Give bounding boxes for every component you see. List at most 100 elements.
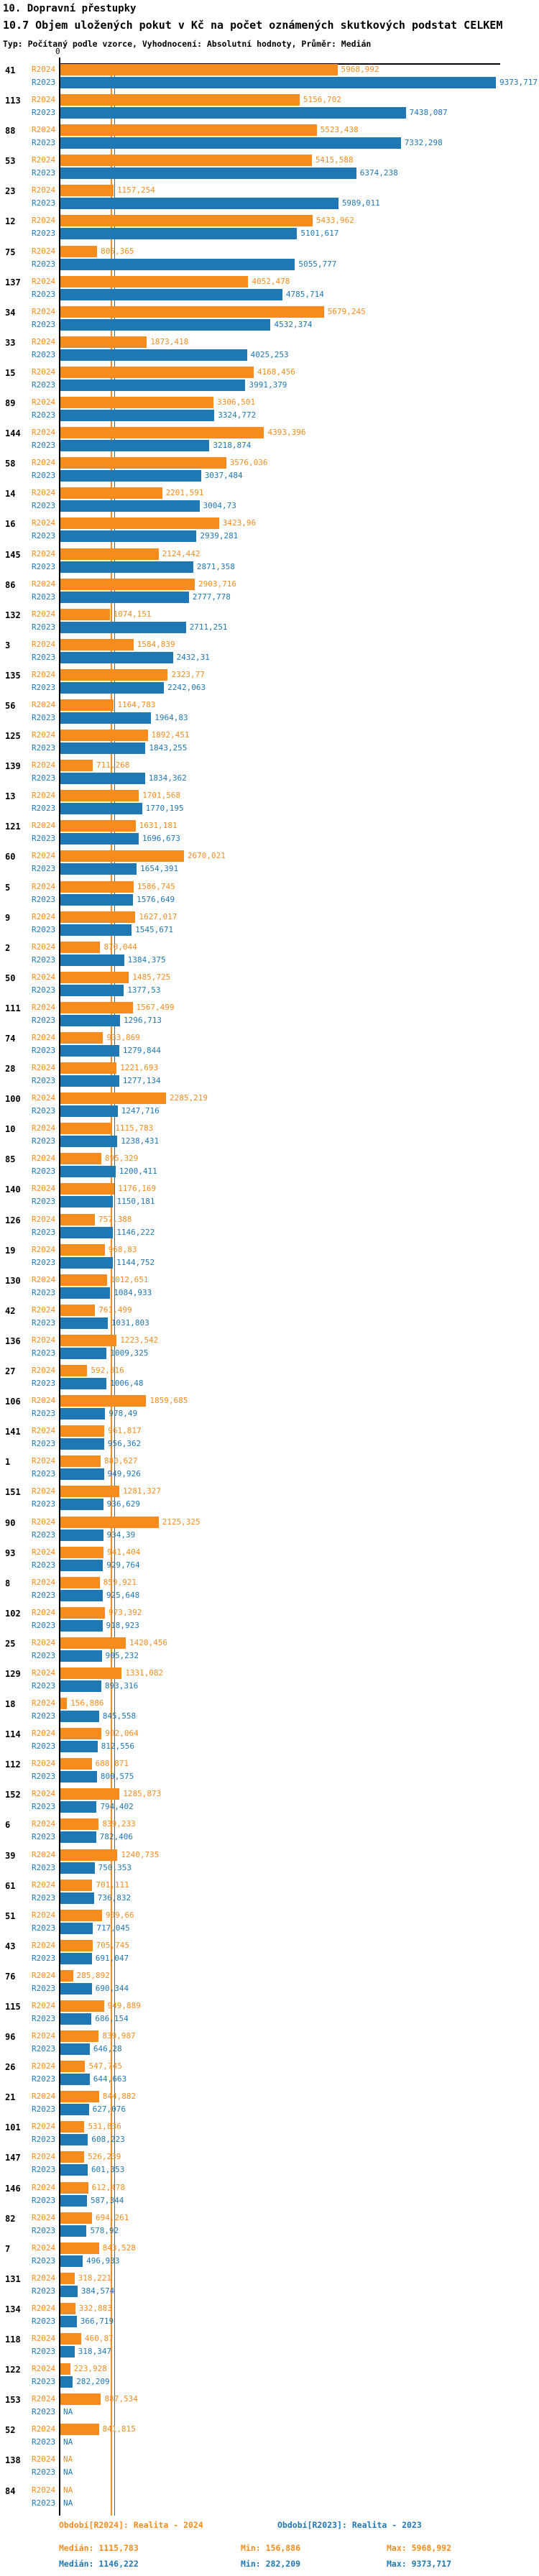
bar-group: 60 R2024 2670,021 R2023 1654,391: [0, 850, 539, 880]
bar-r2024: [60, 1576, 100, 1588]
series-label: R2024: [32, 155, 56, 165]
series-label: R2024: [32, 1335, 56, 1345]
bar-group: 138 R2024 NA R2023 NA: [0, 2454, 539, 2484]
series-label: R2023: [32, 592, 56, 602]
bar-group: 26 R2024 547,745 R2023 644,663: [0, 2061, 539, 2091]
group-number: 137: [5, 277, 21, 288]
bar-r2023: [60, 1226, 114, 1238]
bar-r2023: [60, 1347, 107, 1359]
bar-row-r2024: R2024 2323,77: [0, 668, 539, 681]
bar-value: 805,365: [101, 246, 134, 256]
bar-row-r2023: R2023 1006,48: [0, 1378, 539, 1390]
stat-max-r2024: Max: 5968,992: [387, 2543, 452, 2553]
bar-row-r2024: R2024 5679,245: [0, 305, 539, 318]
bar-value: 6374,238: [359, 168, 398, 178]
bar-value: 701,111: [96, 1880, 129, 1890]
bar-row-r2024: R2024 3306,501: [0, 397, 539, 409]
bar-value: 7438,087: [409, 108, 448, 118]
bar-value: 2777,778: [192, 592, 231, 602]
bar-group: 33 R2024 1873,418 R2023 4025,253: [0, 336, 539, 367]
series-label: R2024: [32, 911, 56, 921]
bar-r2023: [60, 2194, 88, 2207]
bar-r2024: [60, 1728, 102, 1740]
bar-r2024: [60, 1969, 73, 1982]
bar-value: NA: [63, 2437, 73, 2447]
bar-group: 151 R2024 1281,327 R2023 936,629: [0, 1486, 539, 1516]
bar-value: 1485,725: [132, 972, 171, 982]
series-label: R2023: [32, 1499, 56, 1509]
bar-value: 1576,649: [137, 894, 175, 904]
bar-value: 612,478: [91, 2182, 126, 2192]
series-label: R2023: [32, 471, 56, 481]
bar-row-r2024: R2024 694,261: [0, 2212, 539, 2224]
bar-row-r2023: R2023 905,232: [0, 1650, 539, 1662]
bar-group: 52 R2024 841,815 R2023 NA: [0, 2424, 539, 2454]
bar-row-r2023: R2023 5101,617: [0, 228, 539, 240]
bar-group: 121 R2024 1631,181 R2023 1696,673: [0, 820, 539, 850]
series-label: R2023: [32, 2498, 56, 2508]
series-label: R2023: [32, 985, 56, 995]
bar-group: 88 R2024 5523,438 R2023 7332,298: [0, 124, 539, 155]
bar-value: 757,388: [98, 1214, 132, 1224]
group-number: 135: [5, 670, 21, 681]
bar-group: 6 R2024 839,233 R2023 782,406: [0, 1818, 539, 1849]
bar-row-r2023: R2023 686,154: [0, 2013, 539, 2025]
bar-group: 100 R2024 2285,219 R2023 1247,716: [0, 1092, 539, 1123]
bar-value: 859,921: [103, 1577, 137, 1587]
group-number: 89: [5, 398, 16, 409]
bar-group: 136 R2024 1223,542 R2023 1009,325: [0, 1334, 539, 1365]
series-label: R2023: [32, 1772, 56, 1782]
bar-group: 145 R2024 2124,442 R2023 2871,358: [0, 548, 539, 579]
group-number: 96: [5, 2032, 16, 2043]
bar-value: 384,574: [80, 2286, 115, 2296]
bar-value: 318,347: [78, 2347, 111, 2357]
bar-row-r2023: R2023 936,629: [0, 1499, 539, 1511]
series-label: R2024: [32, 2424, 56, 2434]
bar-r2023: [60, 1711, 99, 1723]
group-number: 34: [5, 307, 16, 318]
series-label: R2023: [32, 380, 56, 390]
bar-row-r2024: R2024 949,889: [0, 2000, 539, 2012]
bar-value: 686,154: [95, 2014, 129, 2023]
bar-row-r2024: R2024 1281,327: [0, 1486, 539, 1498]
bar-row-r2023: R2023 956,362: [0, 1438, 539, 1450]
bar-r2024: [60, 2030, 99, 2043]
group-number: 88: [5, 126, 16, 137]
bar-r2023: [60, 984, 124, 996]
bar-r2024: [60, 2302, 75, 2314]
series-label: R2024: [32, 2364, 56, 2374]
bar-r2023: [60, 1196, 114, 1208]
bar-row-r2023: R2023 925,648: [0, 1589, 539, 1601]
bar-r2024: [60, 1909, 102, 1921]
bar-row-r2024: R2024 859,921: [0, 1576, 539, 1588]
series-label: R2024: [32, 1910, 56, 1920]
group-number: 129: [5, 1668, 21, 1679]
bar-value: 3306,501: [217, 397, 256, 408]
series-label: R2023: [32, 1530, 56, 1540]
bar-value: 4393,396: [267, 428, 306, 438]
bar-group: 147 R2024 526,239 R2023 601,353: [0, 2151, 539, 2181]
bar-group: 42 R2024 761,499 R2023 1031,803: [0, 1304, 539, 1335]
bar-group: 114 R2024 902,064 R2023 812,556: [0, 1728, 539, 1758]
bar-group: 90 R2024 2125,325 R2023 934,39: [0, 1516, 539, 1547]
bar-value: 7332,298: [404, 138, 443, 148]
bar-value: 223,928: [73, 2364, 107, 2374]
bar-row-r2024: R2024 2670,021: [0, 850, 539, 862]
series-label: R2023: [32, 1227, 56, 1237]
group-number: 136: [5, 1335, 21, 1346]
bar-row-r2023: R2023 318,347: [0, 2346, 539, 2358]
bar-r2023: [60, 288, 282, 300]
bar-value: 1031,803: [111, 1317, 149, 1328]
bar-r2024: [60, 1516, 159, 1528]
series-label: R2024: [32, 579, 56, 589]
bar-group: 56 R2024 1164,783 R2023 1964,83: [0, 699, 539, 730]
bar-value: 5433,962: [315, 216, 354, 226]
bar-row-r2024: R2024 1485,725: [0, 971, 539, 983]
bar-group: 129 R2024 1331,082 R2023 893,316: [0, 1667, 539, 1698]
bar-row-r2024: R2024 5968,992: [0, 64, 539, 75]
bar-value: 941,404: [106, 1547, 141, 1557]
bar-r2023: [60, 1892, 94, 1904]
group-number: 131: [5, 2273, 21, 2284]
bar-value: 717,045: [96, 1923, 130, 1933]
bar-value: 1164,783: [117, 699, 156, 709]
